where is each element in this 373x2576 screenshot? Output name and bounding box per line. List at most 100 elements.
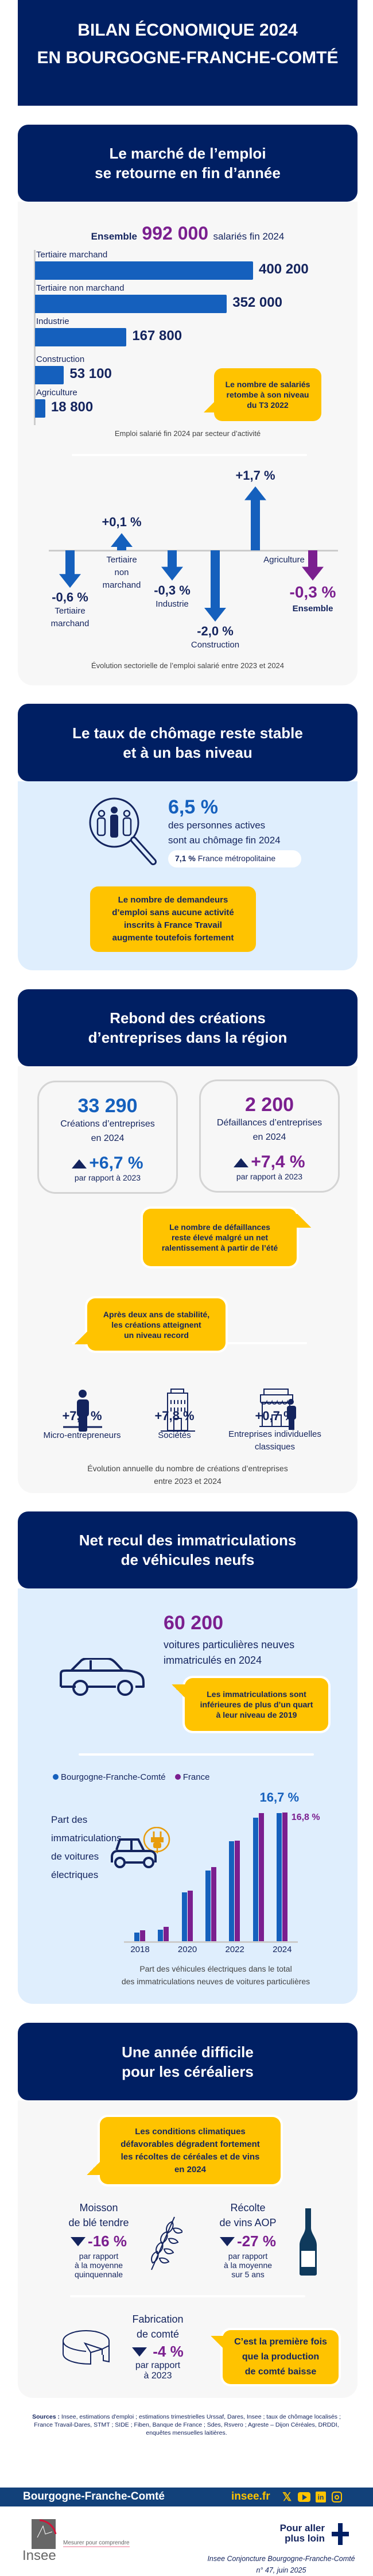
callout-comte: C’est la première fois que la production… — [223, 2330, 339, 2384]
legend-label: France — [182, 1772, 210, 1782]
ev-bar-france — [187, 1890, 193, 1941]
footer-bar-content: Bourgogne-Franche-Comté insee.fr 𝕏 in — [0, 2488, 373, 2506]
footer-bar — [0, 2488, 373, 2506]
callout-tail — [73, 1332, 88, 1344]
change-value-label: -2,0 % — [197, 624, 234, 638]
callout-tail — [76, 894, 91, 909]
callout-tail — [210, 2336, 224, 2349]
insee-logo: Insee — [22, 2519, 62, 2563]
footer-site-link[interactable]: insee.fr — [231, 2490, 270, 2502]
chart-caption-evolution: Évolution sectorielle de l’emploi salari… — [91, 661, 285, 670]
creation-type-label: Entreprises individuelles classiques — [228, 1429, 321, 1452]
sources-label: Sources : — [32, 2413, 60, 2420]
sources-note: Sources : Insee, estimations d'emploi ; … — [23, 2413, 350, 2437]
change-value-label: +1,7 % — [235, 468, 275, 483]
creations-box: 33 290 Créations d’entreprises en 2024 +… — [37, 1081, 178, 1194]
unemployment-search-icon — [89, 797, 157, 865]
callout-tail — [296, 1214, 312, 1228]
section-header-vehicules: Net recul des immatriculations de véhicu… — [18, 1511, 358, 1588]
ensemble-label: Ensemble — [91, 231, 137, 242]
section-header-emploi: Le marché de l’emploi se retourne en fin… — [18, 125, 358, 202]
instagram-icon[interactable] — [332, 2492, 342, 2502]
section-header-cereales: Une année difficile pour les céréaliers — [18, 2023, 358, 2100]
data-label-bfc-2024: 16,7 % — [259, 1790, 300, 1805]
ev-bar-france — [164, 1926, 169, 1941]
callout-demandeurs: Le nombre de demandeurs d’emploi sans au… — [90, 886, 256, 952]
comte-ref: par rapport à 2023 — [135, 2361, 181, 2381]
ev-bar-bfc — [181, 1892, 187, 1941]
comte-label: Fabrication de comté — [132, 2313, 184, 2340]
section-title-line2: d’entreprises dans la région — [88, 1029, 287, 1046]
ble-label: Moisson de blé tendre — [68, 2202, 129, 2228]
bar — [35, 295, 227, 313]
ev-bar-france — [211, 1867, 216, 1941]
creation-type-label: Sociétés — [158, 1430, 191, 1440]
section-header-chomage: Le taux de chômage reste stable et à un … — [18, 704, 358, 781]
bar-category-label: Agriculture — [36, 388, 77, 398]
ev-bar-bfc — [252, 1818, 258, 1941]
x-tick-label: 2022 — [225, 1945, 244, 1954]
chart-axis — [34, 250, 36, 425]
wine-bottle-icon — [300, 2208, 317, 2276]
defaillances-change: +7,4 % — [251, 1152, 305, 1171]
ensemble-suffix: salariés fin 2024 — [213, 231, 285, 242]
change-arrow — [244, 486, 266, 550]
ev-label: Part des immatriculations de voitures él… — [51, 1814, 122, 1880]
callout-tail — [204, 401, 215, 412]
change-category-label: Agriculture — [263, 555, 305, 565]
plus-icon[interactable] — [332, 2523, 349, 2545]
section-title-line2: pour les céréaliers — [122, 2062, 254, 2080]
section-header-entreprises: Rebond des créations d’entreprises dans … — [18, 989, 358, 1066]
x-twitter-icon[interactable]: 𝕏 — [282, 2491, 292, 2504]
change-arrow — [302, 550, 324, 581]
wheat-icon — [151, 2216, 182, 2270]
chart-baseline — [49, 550, 338, 552]
ensemble-value: 992 000 — [142, 223, 209, 244]
section-title-line2: se retourne en fin d’année — [95, 164, 281, 182]
creation-type-value: +0,7 % — [255, 1409, 295, 1423]
change-arrow — [204, 550, 226, 622]
pour-aller-plus-loin-link[interactable]: Pour aller plus loin — [279, 2523, 325, 2544]
building-icon — [161, 1389, 195, 1432]
employment-change-arrow-chart: -0,6 % Tertiaire marchand +0,1 % Tertiaire … — [0, 460, 373, 655]
defaillances-box: 2 200 Défaillances d’entreprises en 2024… — [199, 1079, 340, 1193]
youtube-icon[interactable] — [298, 2492, 310, 2502]
ev-bar-france — [258, 1813, 264, 1941]
legend-france: France — [174, 1772, 210, 1782]
france-rate-pill: 7,1 % France métropolitaine — [168, 850, 301, 867]
divider — [72, 454, 307, 456]
change-value-label: -0,3 % — [154, 583, 191, 597]
main-title-line2: EN BOURGOGNE-FRANCHE-COMTÉ — [37, 48, 339, 67]
ev-bar-france — [282, 1812, 287, 1941]
change-category-label: Ensemble — [292, 603, 333, 614]
bar — [35, 399, 45, 418]
chart-legend: Bourgogne-Franche-Comté France — [53, 1772, 209, 1782]
insee-logo-text: Insee — [22, 2548, 56, 2563]
registrations-value: 60 200 — [164, 1612, 223, 1634]
divider — [79, 1753, 314, 1756]
linkedin-icon[interactable]: in — [316, 2492, 326, 2502]
chart-caption-emploi: Emploi salarié fin 2024 par secteur d’ac… — [114, 429, 261, 438]
publication-reference: Insee Conjoncture Bourgogne-Franche-Comt… — [207, 2555, 355, 2574]
vins-value: -27 % — [237, 2232, 276, 2250]
divider — [70, 2295, 305, 2297]
car-icon — [60, 1658, 145, 1696]
bar-category-label: Tertiaire marchand — [36, 250, 108, 260]
unemployment-rate: 6,5 % — [168, 796, 218, 818]
section-title-line1: Net recul des immatriculations — [79, 1532, 297, 1549]
chart-caption-creations: Évolution annuelle du nombre de création… — [87, 1464, 288, 1486]
ev-share-bar-chart: 2018 2020 2022 2024 16,7 % 16,8 % — [0, 1781, 373, 1959]
creation-type-value: +7,8 % — [154, 1409, 195, 1423]
callout-defaillances: Le nombre de défaillances reste élevé ma… — [143, 1209, 297, 1266]
bar-category-label: Tertiaire non marchand — [36, 283, 125, 293]
chart-baseline — [124, 1941, 298, 1943]
bar-category-label: Construction — [36, 354, 85, 364]
section-card-emploi — [18, 202, 358, 685]
ble-ref: par rapport à la moyenne quinquennale — [74, 2251, 123, 2279]
change-category-label: Construction — [191, 640, 240, 650]
change-category-label: Industrie — [156, 599, 189, 609]
bar-value-label: 167 800 — [132, 328, 182, 344]
france-rate-value: 7,1 % — [175, 854, 196, 863]
change-arrow — [161, 550, 183, 581]
registrations-text: voitures particulières neuves immatricul… — [164, 1639, 295, 1666]
